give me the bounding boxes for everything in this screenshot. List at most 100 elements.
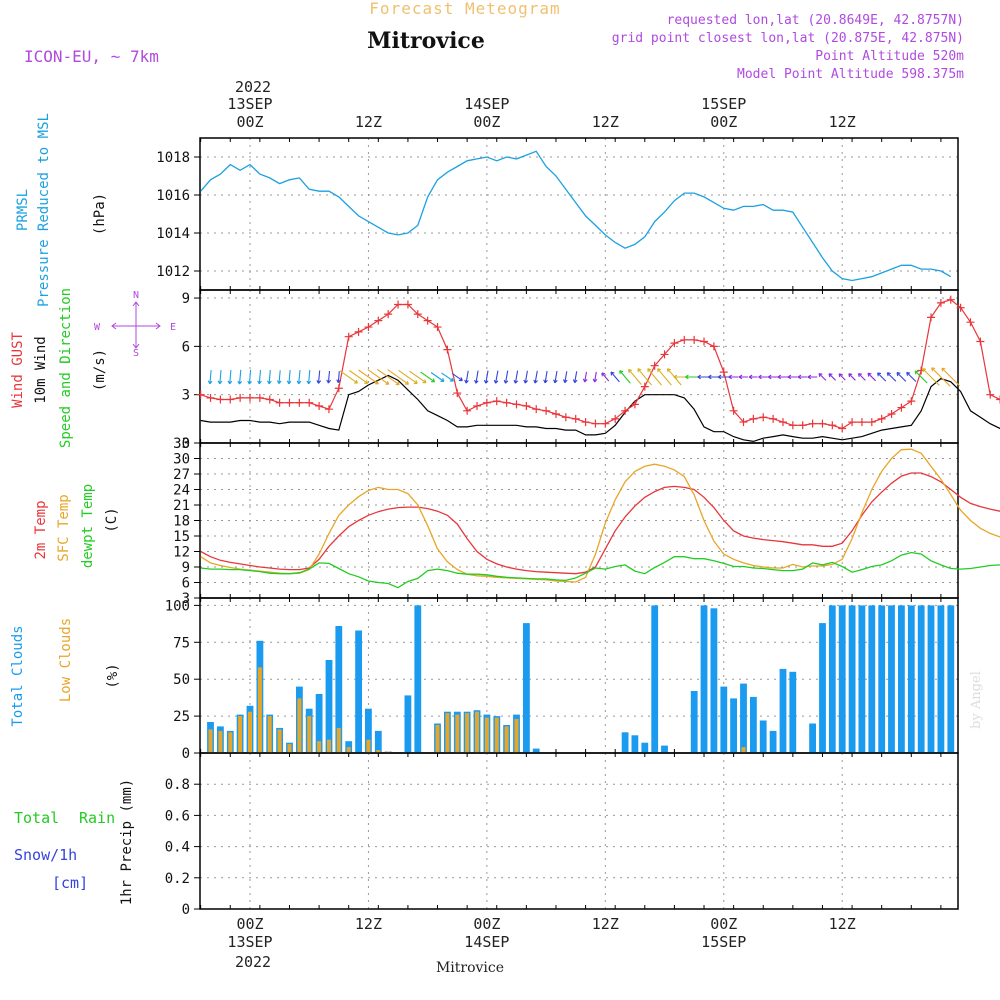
gust-marker bbox=[857, 418, 866, 427]
gust-marker bbox=[502, 398, 511, 407]
gust-marker bbox=[344, 332, 353, 341]
low-cloud-bar bbox=[475, 711, 479, 753]
low-cloud-bar bbox=[504, 726, 509, 753]
gust-marker bbox=[601, 419, 610, 428]
wind-arrow bbox=[717, 374, 730, 380]
gust-marker bbox=[315, 401, 324, 410]
low-cloud-bar bbox=[366, 739, 371, 753]
gust-marker bbox=[838, 424, 847, 433]
snow-label: Snow/1h bbox=[14, 846, 77, 864]
wind-arrow bbox=[441, 372, 454, 382]
wind-arrow bbox=[572, 371, 578, 384]
low-cloud-bar bbox=[465, 713, 470, 753]
temp-unit-label: (C) bbox=[104, 507, 120, 532]
total-cloud-bar bbox=[720, 686, 728, 753]
gust-marker bbox=[453, 389, 462, 398]
total-cloud-bar bbox=[907, 605, 915, 753]
total-cloud-bar bbox=[898, 605, 905, 753]
bottom-year-label: 2022 bbox=[235, 953, 271, 971]
wind-arrow bbox=[728, 374, 739, 380]
wind-arrow bbox=[474, 370, 479, 384]
model-label: ICON-EU, ~ 7km bbox=[24, 47, 159, 66]
gust-marker bbox=[976, 337, 985, 346]
wind10m-label: 10m Wind bbox=[33, 336, 49, 403]
compass-w: W bbox=[94, 322, 101, 333]
total-cloud-bar bbox=[631, 735, 639, 753]
gust-marker bbox=[246, 393, 254, 402]
wind-labels: Wind GUST 10m Wind Speed and Direction (… bbox=[10, 288, 176, 448]
total-cloud-bar bbox=[690, 691, 698, 753]
gust-marker bbox=[354, 327, 363, 336]
prmsl-label: PRMSL bbox=[15, 189, 31, 231]
total-cloud-bar bbox=[532, 748, 540, 753]
total-cloud-bar bbox=[937, 605, 945, 753]
dewpt-label: dewpt Temp bbox=[80, 484, 96, 568]
gust-marker bbox=[492, 397, 501, 406]
gust-marker bbox=[364, 323, 373, 332]
total-label: Total bbox=[14, 809, 59, 827]
low-cloud-bar bbox=[376, 750, 381, 753]
wind-arrow bbox=[257, 370, 262, 385]
top-time-label: 12Z bbox=[592, 113, 619, 131]
gust-marker bbox=[956, 303, 965, 312]
low-cloud-bar bbox=[317, 741, 322, 753]
wind-arrow bbox=[748, 374, 758, 380]
wind-arrow bbox=[493, 370, 499, 384]
gust-marker bbox=[305, 398, 314, 407]
rain-label: Rain bbox=[79, 809, 115, 827]
low-cloud-bar bbox=[445, 713, 450, 753]
gust-marker bbox=[640, 382, 649, 391]
gust-marker bbox=[196, 390, 205, 399]
gust-marker bbox=[561, 413, 570, 422]
total-cloud-bar bbox=[414, 605, 422, 753]
total-cloud-bar bbox=[325, 660, 333, 753]
gust-marker bbox=[324, 405, 333, 414]
wind-arrow bbox=[582, 371, 588, 383]
wind-arrow bbox=[387, 369, 410, 385]
gust-marker bbox=[581, 418, 590, 427]
wind-arrow bbox=[523, 370, 529, 384]
wind-arrow bbox=[601, 372, 610, 382]
wind-arrow bbox=[838, 373, 846, 381]
bottom-time-label: 00Z bbox=[710, 915, 737, 933]
wind-arrow bbox=[777, 374, 789, 380]
gust-marker bbox=[394, 300, 403, 309]
wind-arrow bbox=[276, 370, 282, 384]
wind-panel: 0 3 6 9 bbox=[182, 289, 1000, 452]
total-cloud-bar bbox=[848, 605, 856, 753]
total-cloud-bar bbox=[769, 730, 777, 753]
sfctemp-label: SFC Temp bbox=[56, 494, 72, 561]
wind-arrow bbox=[247, 369, 252, 385]
bottom-date-label: 13SEP bbox=[227, 933, 272, 951]
low-cloud-bar bbox=[257, 667, 262, 753]
wind-arrow bbox=[227, 370, 233, 385]
wind-arrow bbox=[931, 367, 951, 387]
gust-marker bbox=[621, 406, 630, 415]
low-cloud-bar bbox=[327, 739, 331, 753]
total-cloud-bar bbox=[750, 696, 757, 753]
wind-arrow bbox=[336, 371, 341, 384]
y-tick-label: 33 bbox=[173, 436, 190, 452]
low-cloud-bar bbox=[455, 714, 460, 753]
snow-unit-label: [cm] bbox=[52, 874, 88, 892]
gust-marker bbox=[660, 350, 669, 359]
low-cloud-bar bbox=[346, 747, 351, 753]
wind-arrow bbox=[914, 370, 928, 384]
gust-marker bbox=[384, 310, 393, 319]
top-date-label: 13SEP bbox=[227, 95, 272, 113]
gust-marker bbox=[788, 421, 797, 430]
low-cloud-bar bbox=[307, 716, 312, 753]
gust-marker bbox=[285, 398, 294, 407]
low-cloud-bar bbox=[514, 719, 519, 753]
gust-marker bbox=[986, 390, 995, 399]
gust-marker bbox=[828, 421, 837, 430]
gust-marker bbox=[877, 414, 886, 423]
compass-e: E bbox=[170, 322, 176, 333]
low-cloud-bar bbox=[287, 744, 292, 753]
wind-arrow bbox=[787, 374, 798, 380]
wind-arrow bbox=[358, 369, 379, 385]
wind-arrow bbox=[409, 370, 427, 384]
